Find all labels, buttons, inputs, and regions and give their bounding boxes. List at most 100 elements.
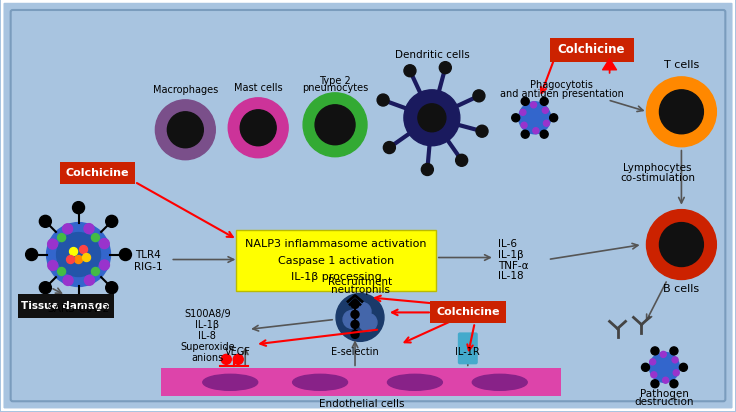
Circle shape [383,142,395,154]
FancyBboxPatch shape [550,38,634,62]
Text: destruction: destruction [634,397,694,407]
Circle shape [649,352,679,382]
Ellipse shape [387,375,442,390]
Circle shape [57,267,66,276]
Text: Phagocytotis: Phagocytotis [530,80,593,90]
Circle shape [84,224,94,234]
Text: Tissue damage: Tissue damage [21,302,110,311]
Circle shape [540,130,548,138]
Text: NALP3 inflammasome activation: NALP3 inflammasome activation [245,239,427,248]
Circle shape [404,65,416,77]
Circle shape [233,354,243,364]
Circle shape [26,248,38,260]
FancyBboxPatch shape [18,295,115,318]
Text: Superoxide: Superoxide [180,342,235,352]
Circle shape [531,102,537,108]
Circle shape [343,310,361,328]
Circle shape [550,114,558,122]
Text: Colchicine: Colchicine [66,168,130,178]
Circle shape [46,222,110,286]
Text: S100A8/9: S100A8/9 [184,309,230,319]
Circle shape [646,210,716,279]
Text: Dendritic cells: Dendritic cells [394,50,470,60]
FancyBboxPatch shape [10,10,726,401]
Circle shape [73,295,85,307]
Circle shape [473,90,485,102]
Circle shape [167,112,203,148]
Circle shape [670,347,678,355]
Circle shape [39,282,52,294]
Circle shape [519,102,551,134]
Text: Macrophages: Macrophages [152,85,218,95]
Ellipse shape [203,375,258,390]
Circle shape [404,90,460,146]
Text: neutrophils: neutrophils [330,286,389,295]
Circle shape [533,128,539,134]
Circle shape [39,215,52,227]
Text: VEGF: VEGF [225,347,251,357]
Circle shape [651,380,659,388]
Circle shape [670,380,678,388]
Text: IL-1R: IL-1R [456,347,480,357]
Circle shape [85,275,94,285]
Circle shape [651,347,659,355]
Circle shape [672,357,678,363]
Circle shape [106,282,118,294]
Circle shape [422,164,434,176]
Ellipse shape [293,375,347,390]
Circle shape [351,310,359,318]
FancyBboxPatch shape [430,302,506,323]
Circle shape [91,234,99,241]
Circle shape [521,97,529,105]
FancyBboxPatch shape [60,162,135,184]
Text: RIG-1: RIG-1 [134,262,163,272]
Circle shape [679,363,687,371]
Ellipse shape [473,375,527,390]
Text: Recruitment: Recruitment [328,277,392,288]
Text: IL-1β: IL-1β [195,321,219,330]
Circle shape [303,93,367,157]
FancyBboxPatch shape [161,368,561,396]
Text: Caspase 1 activation: Caspase 1 activation [278,255,394,265]
Circle shape [439,62,451,74]
FancyArrowPatch shape [603,59,617,73]
Circle shape [69,248,77,255]
Circle shape [240,110,276,146]
Text: T cells: T cells [664,60,699,70]
Text: B cells: B cells [663,284,699,295]
Circle shape [351,330,359,338]
Circle shape [521,122,527,128]
Circle shape [119,248,132,260]
Circle shape [540,97,548,105]
Circle shape [353,302,371,321]
Circle shape [222,354,231,364]
Text: SARS-CoV-2: SARS-CoV-2 [48,304,110,314]
Circle shape [99,239,109,248]
Circle shape [351,300,359,309]
Text: Colchicine: Colchicine [436,307,500,317]
Circle shape [543,120,550,126]
Circle shape [63,224,73,234]
Circle shape [63,276,73,286]
Circle shape [377,94,389,106]
FancyBboxPatch shape [236,229,436,291]
Text: IL-8: IL-8 [199,331,216,342]
Text: and antigen presentation: and antigen presentation [500,89,623,99]
Circle shape [73,201,85,213]
Text: Mast cells: Mast cells [234,83,283,93]
Circle shape [646,77,716,147]
Circle shape [659,222,704,267]
Circle shape [351,321,359,328]
Text: Type 2: Type 2 [319,76,351,86]
Text: IL-18: IL-18 [498,272,523,281]
Circle shape [91,267,99,276]
Text: Colchicine: Colchicine [558,43,626,56]
Circle shape [520,109,526,115]
Circle shape [359,314,377,331]
Circle shape [456,154,467,166]
Text: Endothelial cells: Endothelial cells [319,399,405,409]
Circle shape [315,105,355,145]
Circle shape [336,293,384,342]
Text: Lymphocytes: Lymphocytes [623,163,692,173]
Circle shape [662,377,668,383]
